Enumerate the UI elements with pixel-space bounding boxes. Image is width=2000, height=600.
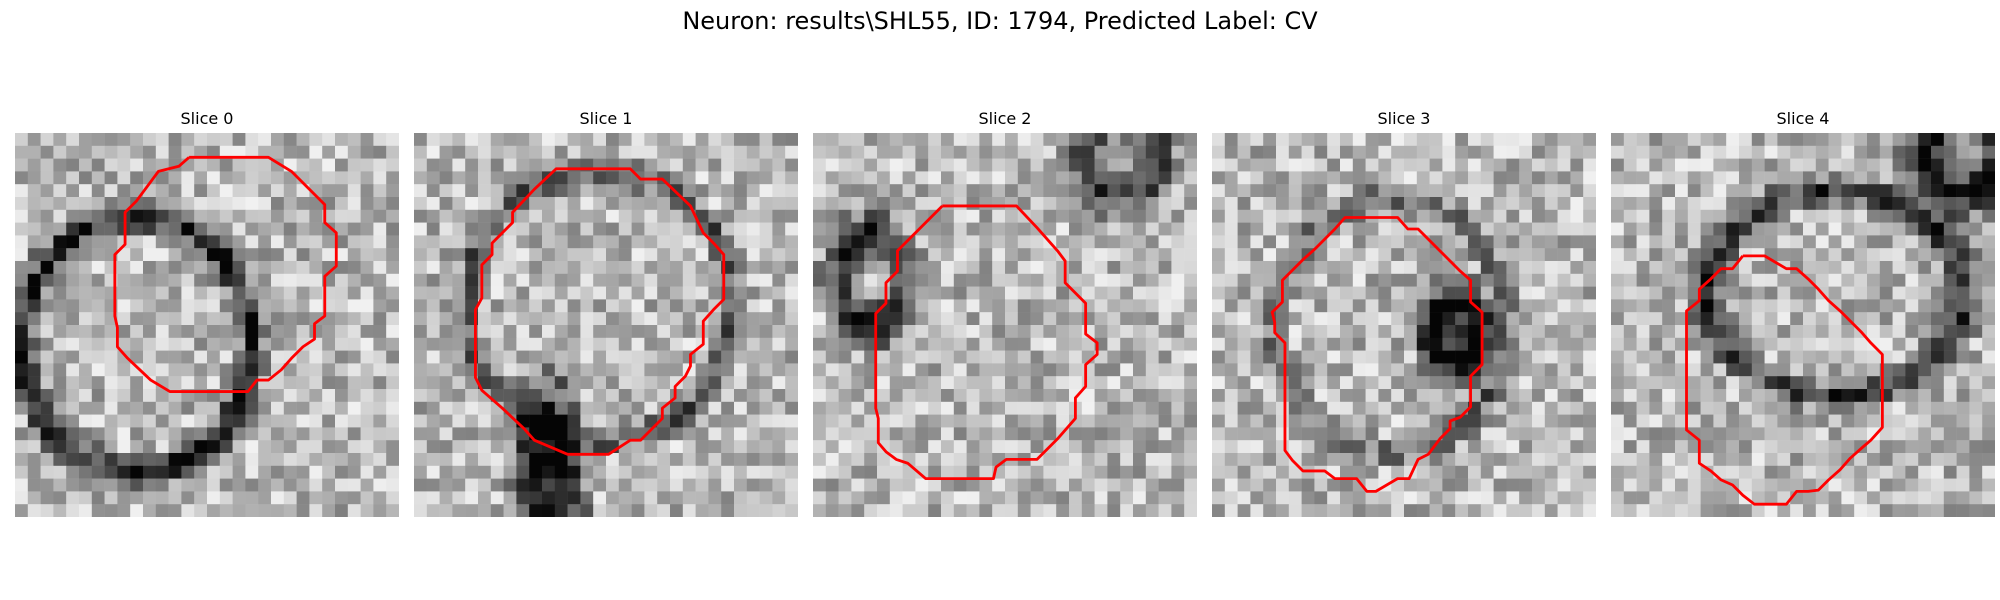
slice-panel-1: Slice 1 xyxy=(414,0,798,600)
slice-image-3 xyxy=(1212,133,1596,517)
slice-panel-2: Slice 2 xyxy=(813,0,1197,600)
slice-title-1: Slice 1 xyxy=(579,109,633,128)
slice-title-4: Slice 4 xyxy=(1776,109,1830,128)
segmentation-contour xyxy=(1685,254,1884,506)
slice-image-4 xyxy=(1611,133,1995,517)
figure-title: Neuron: results\SHL55, ID: 1794, Predict… xyxy=(682,7,1318,35)
segmentation-contour xyxy=(113,155,338,393)
segmentation-contour xyxy=(874,204,1099,481)
slice-image-1 xyxy=(414,133,798,517)
segmentation-contour xyxy=(1270,216,1484,493)
slice-panel-0: Slice 0 xyxy=(15,0,399,600)
microscopy-texture xyxy=(414,133,798,517)
slice-panel-4: Slice 4 xyxy=(1611,0,1995,600)
slice-title-3: Slice 3 xyxy=(1377,109,1431,128)
microscopy-texture xyxy=(15,133,399,517)
slice-title-0: Slice 0 xyxy=(180,109,234,128)
slice-image-2 xyxy=(813,133,1197,517)
slice-panel-3: Slice 3 xyxy=(1212,0,1596,600)
slice-image-0 xyxy=(15,133,399,517)
microscopy-texture xyxy=(1212,133,1596,517)
segmentation-contour xyxy=(474,167,726,456)
microscopy-texture xyxy=(813,133,1197,517)
slice-title-2: Slice 2 xyxy=(978,109,1032,128)
microscopy-texture xyxy=(1611,133,1995,517)
